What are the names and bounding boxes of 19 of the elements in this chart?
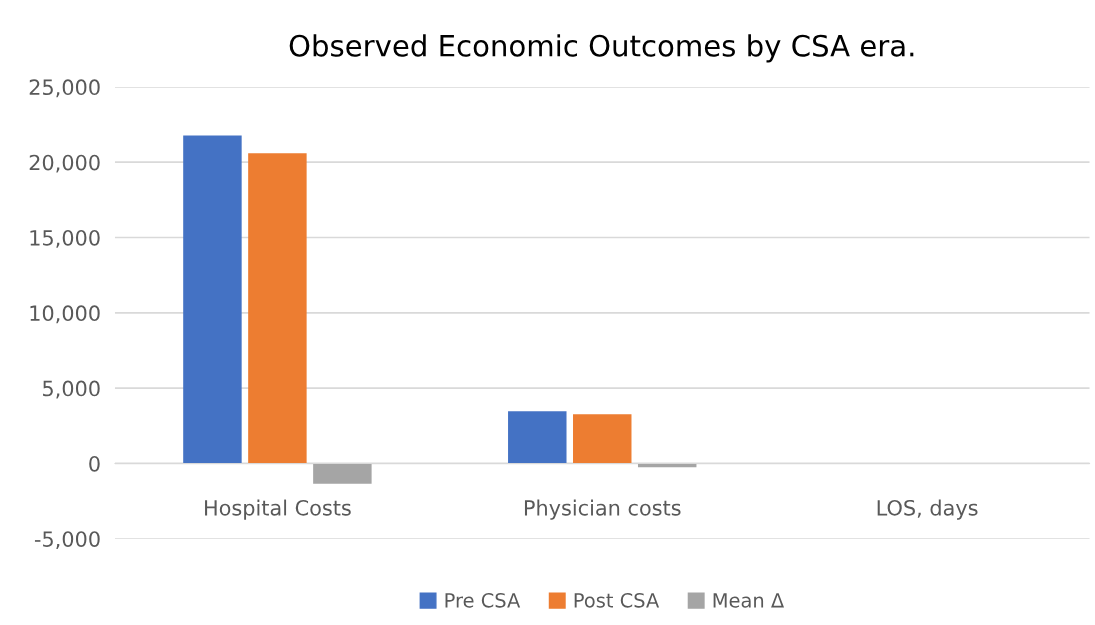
x-tick-label: LOS, days — [877, 499, 978, 520]
y-tick-label: 0 — [89, 455, 100, 472]
legend-label: Mean Δ — [713, 593, 785, 608]
bar — [508, 411, 567, 464]
legend-label: Post CSA — [574, 592, 660, 608]
x-tick-label: Physician costs — [524, 499, 681, 520]
y-tick-label: 25,000 — [29, 79, 100, 98]
y-tick-label: 15,000 — [30, 229, 100, 248]
y-tick-label: -5,000 — [34, 531, 100, 550]
y-tick-label: 20,000 — [29, 154, 100, 173]
chart-title: Observed Economic Outcomes by CSA era. — [289, 34, 914, 63]
y-tick-label: 10,000 — [30, 305, 100, 324]
bar — [313, 463, 372, 484]
bar — [573, 414, 632, 464]
legend-label: Pre CSA — [445, 592, 521, 608]
bar — [183, 135, 242, 464]
bar — [248, 153, 307, 464]
x-tick-label: Hospital Costs — [205, 499, 351, 520]
y-tick-label: 5,000 — [43, 380, 100, 399]
